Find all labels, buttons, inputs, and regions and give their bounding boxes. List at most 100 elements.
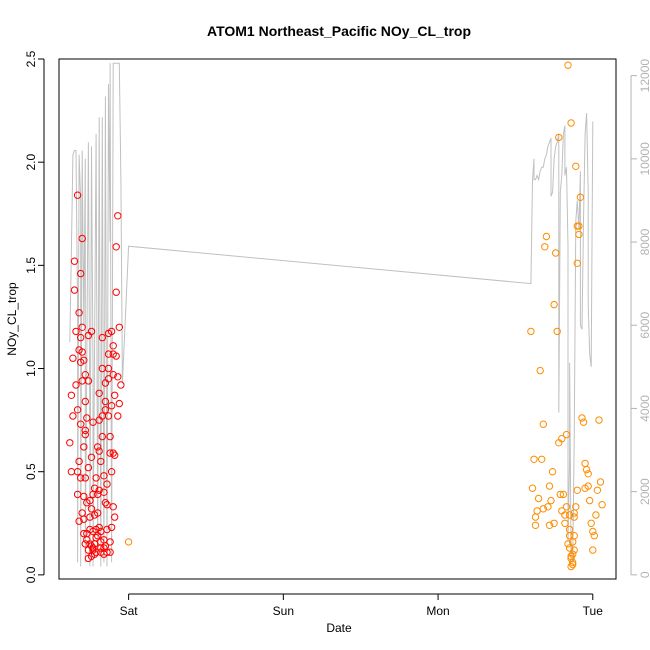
data-point	[111, 391, 119, 399]
x-axis: Sat Sun Mon Tue	[120, 593, 604, 618]
data-point	[87, 453, 96, 461]
data-point	[98, 333, 107, 342]
data-point	[73, 468, 82, 476]
data-point	[575, 222, 583, 230]
data-point	[72, 381, 80, 389]
data-point	[562, 430, 571, 439]
y2-tick-label: 6000	[638, 312, 650, 339]
data-point	[575, 230, 583, 239]
data-point	[95, 523, 103, 532]
data-point	[78, 234, 86, 243]
data-point	[545, 482, 554, 490]
data-point	[92, 548, 100, 556]
data-point	[95, 447, 103, 455]
y2-tick-label: 4000	[638, 395, 650, 422]
data-point	[72, 327, 80, 336]
data-point	[531, 521, 540, 529]
data-point	[111, 513, 119, 521]
data-point	[527, 327, 535, 336]
data-point	[115, 323, 124, 331]
data-point	[103, 548, 111, 556]
data-point	[69, 412, 77, 420]
series-1	[124, 61, 606, 571]
data-point	[107, 523, 116, 532]
data-point	[104, 350, 113, 358]
data-point	[567, 119, 575, 127]
x-tick-label: Tue	[583, 604, 604, 618]
data-point	[107, 402, 116, 410]
data-point	[555, 133, 563, 142]
data-point	[569, 560, 577, 569]
x-axis-label: Date	[326, 621, 352, 635]
data-point	[541, 243, 549, 251]
data-point	[570, 546, 578, 554]
data-point	[573, 486, 581, 494]
data-point	[579, 418, 588, 426]
data-point	[593, 486, 602, 494]
y-tick-label: 0.5	[24, 463, 38, 480]
data-point	[95, 389, 103, 397]
data-point	[87, 327, 96, 336]
data-point	[86, 513, 94, 521]
y-tick-label: 1.5	[24, 257, 38, 274]
y2-tick-label: 2000	[638, 478, 650, 505]
secondary-line	[69, 62, 594, 567]
data-point	[592, 511, 600, 519]
data-point	[109, 342, 117, 350]
y-tick-label: 2.0	[24, 154, 38, 171]
data-point	[107, 468, 116, 476]
data-point	[572, 162, 580, 171]
y-tick-label: 1.0	[24, 360, 38, 377]
data-point	[587, 519, 595, 527]
data-point	[100, 472, 108, 480]
data-point	[124, 538, 133, 546]
chart-title: ATOM1 Northeast_Pacific NOy_CL_trop	[207, 23, 471, 39]
data-point	[83, 414, 91, 422]
data-point	[109, 371, 117, 379]
data-point	[565, 544, 574, 552]
data-point	[542, 232, 551, 241]
data-point	[564, 540, 572, 548]
y-axis-label: NOy_CL_trop	[5, 282, 19, 356]
y2-axis: 0 2000 4000 6000 8000 10000 12000	[630, 59, 650, 578]
data-point	[77, 333, 85, 342]
data-point	[565, 511, 574, 519]
data-point	[570, 532, 578, 540]
data-point	[106, 548, 114, 556]
data-point	[106, 432, 114, 441]
data-point	[572, 503, 580, 511]
data-point	[109, 503, 117, 511]
data-point	[565, 525, 574, 534]
data-point	[112, 352, 120, 360]
data-point	[589, 546, 597, 554]
data-point	[112, 243, 120, 251]
data-point	[103, 480, 111, 488]
data-point	[569, 558, 577, 567]
data-point	[582, 465, 591, 474]
data-point	[73, 406, 82, 414]
data-point	[97, 544, 105, 552]
data-point	[559, 490, 568, 499]
y-tick-label: 2.5	[24, 50, 38, 67]
data-point	[114, 212, 122, 220]
data-point	[103, 525, 111, 534]
data-point	[534, 494, 543, 503]
data-point	[107, 327, 116, 336]
data-point	[101, 406, 110, 414]
data-point	[106, 449, 114, 457]
x-tick-label: Sun	[273, 604, 294, 618]
plot-frame	[58, 58, 617, 580]
data-point	[530, 455, 538, 463]
data-point	[114, 412, 122, 420]
x-tick-label: Sat	[120, 604, 139, 618]
data-point	[584, 482, 592, 490]
data-point	[75, 517, 83, 525]
y-axis: 0.0 0.5 1.0 1.5 2.0 2.5	[24, 50, 45, 583]
data-point	[106, 538, 114, 546]
data-point	[101, 499, 110, 507]
data-point	[117, 381, 125, 389]
data-point	[548, 468, 557, 476]
data-point	[87, 505, 96, 513]
data-point	[77, 474, 85, 482]
data-point	[556, 490, 564, 499]
